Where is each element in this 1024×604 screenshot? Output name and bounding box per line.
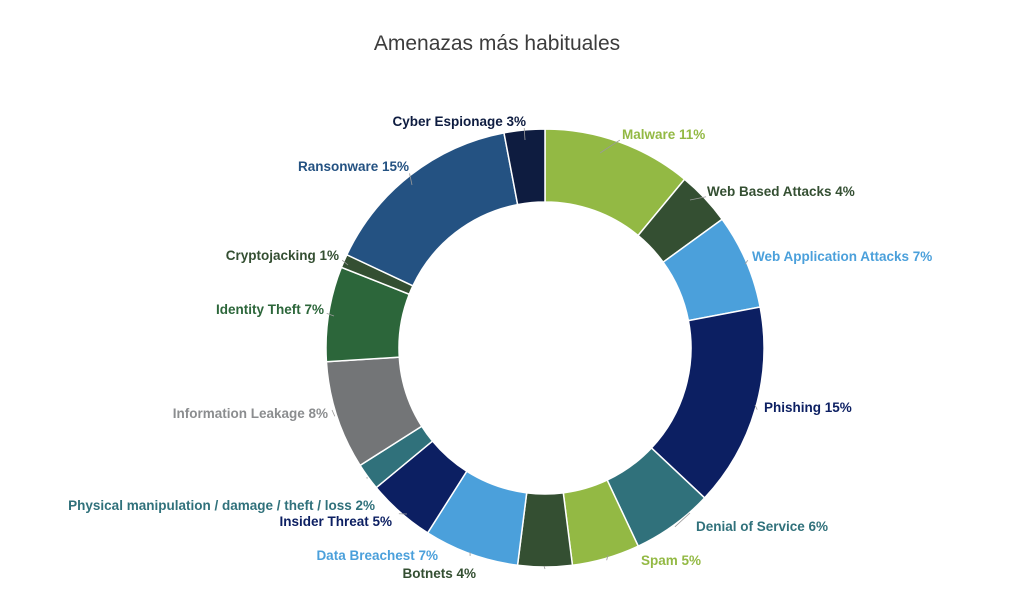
slice-label: Web Based Attacks 4% [707,184,855,199]
connector-line [744,259,749,265]
slice-label: Botnets 4% [402,566,476,581]
slice-label: Physical manipulation / damage / theft /… [68,498,375,513]
connector-line [689,196,707,201]
slice-ransonware[interactable] [345,132,519,287]
slice-label: Insider Threat 5% [279,514,392,529]
connector-line [599,139,621,154]
slice-label: Malware 11% [622,127,705,142]
slice-label: Cyber Espionage 3% [392,114,526,129]
connector-line [326,313,335,317]
connector-line [341,259,349,266]
slice-label: Information Leakage 8% [173,406,328,421]
slice-label: Denial of Service 6% [696,519,828,534]
connector-line [331,409,336,417]
connector-line [674,512,691,528]
connector-line [543,565,546,570]
connector-line [606,554,609,561]
slice-label: Phishing 15% [764,400,852,415]
slice-label: Ransonware 15% [298,159,409,174]
slice-label: Web Application Attacks 7% [752,249,932,264]
slice-label: Data Breachest 7% [316,548,438,563]
chart-title: Amenazas más habituales [373,32,621,55]
slice-label: Cryptojacking 1% [226,248,339,263]
connector-line [523,127,526,141]
connector-line [409,173,413,186]
connector-line [754,404,758,410]
slice-label: Identity Theft 7% [216,302,324,317]
slice-label: Spam 5% [641,553,701,568]
slice-cyber-espionage[interactable] [503,128,546,206]
